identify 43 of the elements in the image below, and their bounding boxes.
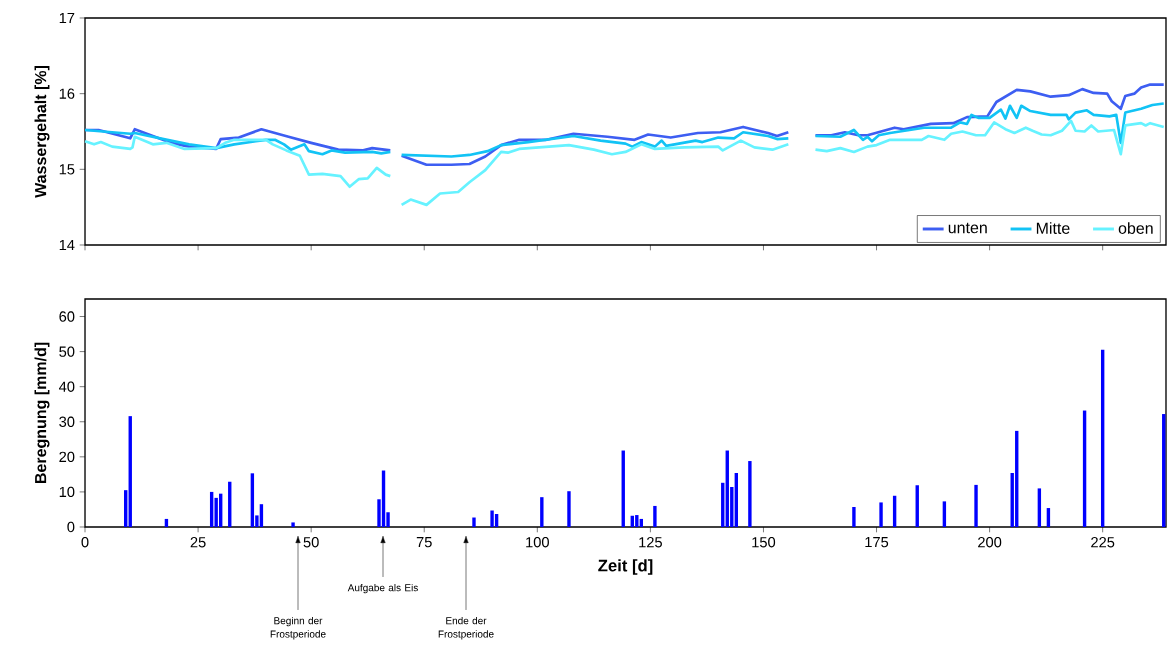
bar: [291, 522, 295, 527]
bar: [974, 484, 978, 527]
legend-label: Mitte: [1036, 222, 1070, 234]
bar: [567, 491, 571, 527]
y-tick-label: 30: [59, 416, 75, 427]
x-tick-label: 225: [1091, 537, 1115, 548]
x-tick-label: 100: [526, 537, 549, 548]
x-axis-title: Zeit [d]: [598, 559, 653, 575]
bar: [540, 497, 544, 527]
text: Aufgabe als Eis: [347, 583, 418, 594]
y-tick-label: 16: [59, 88, 75, 99]
y-tick-label: 60: [59, 311, 75, 322]
x-tick-label: 125: [639, 537, 662, 548]
bar: [259, 504, 264, 527]
text: Ende der Frostperiode: [438, 616, 494, 640]
bar: [748, 461, 752, 527]
y-tick-label: 10: [59, 486, 75, 498]
legend-label: unten: [948, 222, 987, 234]
x-tick-label: 175: [865, 537, 889, 548]
x-tick-label: 0: [81, 537, 89, 548]
y-axis-title: Beregnung [mm/d]: [34, 342, 50, 484]
y-axis-title: Wassergehalt [%]: [34, 66, 50, 198]
x-tick-label: 50: [303, 537, 319, 548]
y-tick-label: 50: [59, 346, 75, 357]
text: Beginn der Frostperiode: [270, 616, 326, 640]
bar: [653, 505, 657, 527]
x-tick-label: 200: [978, 537, 1002, 548]
bar: [490, 510, 494, 527]
y-tick-label: 17: [59, 12, 75, 24]
bar: [635, 515, 639, 527]
bar: [879, 502, 883, 527]
bar: [852, 506, 856, 527]
y-tick-label: 0: [67, 521, 75, 533]
x-tick-label: 150: [752, 537, 776, 548]
y-tick-label: 14: [59, 239, 75, 251]
legend-label: oben: [1118, 222, 1153, 234]
x-tick-label: 25: [190, 537, 206, 548]
y-tick-label: 15: [59, 164, 75, 175]
y-tick-label: 20: [59, 451, 75, 463]
bar: [472, 517, 476, 527]
y-tick-label: 40: [58, 381, 75, 392]
bar: [942, 501, 947, 527]
x-tick-label: 75: [416, 537, 432, 548]
